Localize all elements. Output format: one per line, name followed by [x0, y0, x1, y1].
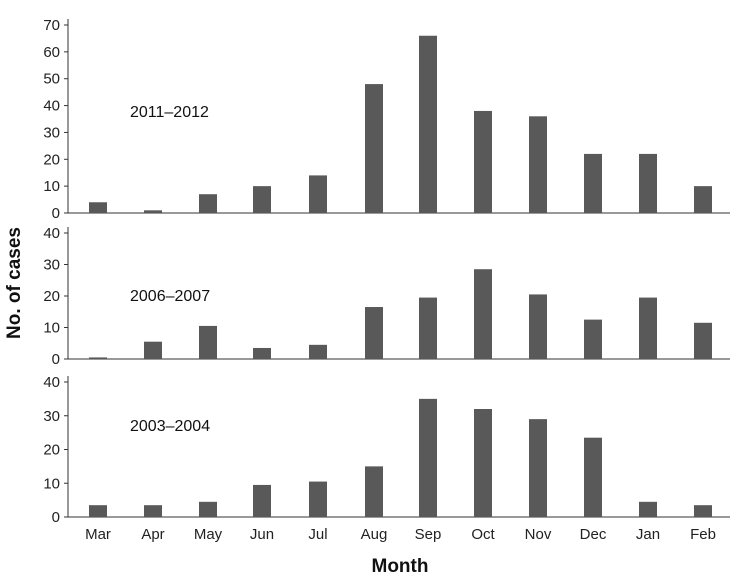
- bar-jan: [639, 153, 657, 213]
- bar-aug: [365, 307, 383, 359]
- x-tick-labels: Mar Apr May Jun Jul Aug Sep Oct Nov Dec Jan Feb: [85, 526, 716, 543]
- y-tick-label: 0: [52, 509, 60, 526]
- y-tick-label: 0: [52, 351, 60, 368]
- y-tick-label: 40: [43, 374, 60, 391]
- y-tick-label: 40: [43, 225, 60, 242]
- x-tick-label-may: May: [194, 526, 223, 543]
- bar-may: [199, 325, 217, 359]
- x-tick-label-oct: Oct: [471, 526, 495, 543]
- y-tick-label: 0: [52, 205, 60, 222]
- bar-apr: [144, 341, 162, 359]
- x-tick-label-dec: Dec: [580, 526, 607, 543]
- panel-1: 0 10 20 30 40 50 60 70 2011–2012: [43, 17, 730, 222]
- y-tick-label: 10: [43, 475, 60, 492]
- panel-2: 0 10 20 30 40 2006–2007: [43, 225, 730, 368]
- x-tick-label-apr: Apr: [141, 526, 164, 543]
- bar-may: [199, 501, 217, 517]
- y-tick-label: 70: [43, 17, 60, 34]
- y-tick-label: 20: [43, 442, 60, 459]
- bar-sep: [419, 35, 437, 213]
- bar-mar: [89, 357, 107, 359]
- y-tick-label: 30: [43, 408, 60, 425]
- bar-mar: [89, 505, 107, 517]
- y-tick-label: 50: [43, 71, 60, 88]
- x-tick-label-feb: Feb: [690, 526, 716, 543]
- y-tick-label: 30: [43, 257, 60, 274]
- season-label: 2006–2007: [130, 288, 210, 305]
- bar-nov: [529, 294, 547, 359]
- bar-dec: [584, 153, 602, 213]
- y-tick-label: 30: [43, 124, 60, 141]
- x-tick-label-sep: Sep: [415, 526, 442, 543]
- x-axis-title: Month: [372, 556, 429, 575]
- bar-oct: [474, 269, 492, 359]
- bar-jan: [639, 297, 657, 359]
- x-tick-label-nov: Nov: [525, 526, 552, 543]
- panel-3: 0 10 20 30 40 2003–2004: [43, 374, 730, 526]
- y-tick-label: 60: [43, 44, 60, 61]
- season-label: 2003–2004: [130, 418, 210, 435]
- bar-may: [199, 194, 217, 213]
- bar-nov: [529, 419, 547, 517]
- y-tick-label: 20: [43, 288, 60, 305]
- bar-feb: [694, 322, 712, 359]
- bar-sep: [419, 398, 437, 517]
- bar-sep: [419, 297, 437, 359]
- bar-jun: [253, 186, 271, 213]
- x-tick-label-jun: Jun: [250, 526, 274, 543]
- bar-jul: [309, 481, 327, 517]
- bar-dec: [584, 319, 602, 359]
- bar-jun: [253, 347, 271, 359]
- y-axis-title: No. of cases: [4, 227, 25, 339]
- bar-jul: [309, 344, 327, 359]
- bar-feb: [694, 505, 712, 517]
- season-label: 2011–2012: [130, 104, 209, 121]
- bar-jan: [639, 501, 657, 517]
- bar-nov: [529, 116, 547, 213]
- bar-aug: [365, 84, 383, 213]
- bar-oct: [474, 409, 492, 517]
- bar-mar: [89, 202, 107, 213]
- x-tick-label-aug: Aug: [361, 526, 388, 543]
- bar-jun: [253, 484, 271, 517]
- bar-feb: [694, 186, 712, 213]
- bar-apr: [144, 210, 162, 213]
- bar-dec: [584, 437, 602, 517]
- bar-oct: [474, 110, 492, 213]
- x-tick-label-jul: Jul: [308, 526, 327, 543]
- y-tick-label: 10: [43, 178, 60, 195]
- x-tick-label-mar: Mar: [85, 526, 111, 543]
- bar-jul: [309, 175, 327, 213]
- y-tick-label: 20: [43, 151, 60, 168]
- y-tick-label: 10: [43, 320, 60, 337]
- x-tick-label-jan: Jan: [636, 526, 660, 543]
- bar-aug: [365, 466, 383, 517]
- y-tick-label: 40: [43, 98, 60, 115]
- bar-apr: [144, 505, 162, 517]
- chart-panels: 0 10 20 30 40 50 60 70 2011–2012 0 10 20 30 40 2006–20…: [43, 17, 730, 526]
